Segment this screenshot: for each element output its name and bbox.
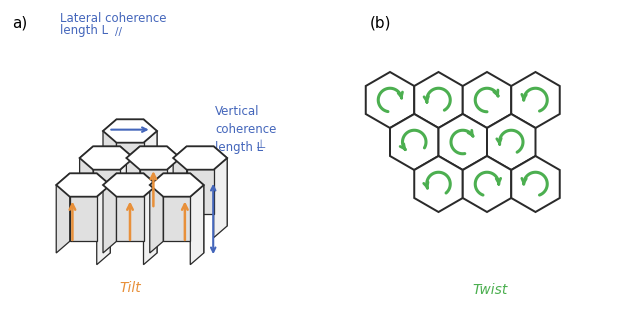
Polygon shape xyxy=(56,173,70,253)
Polygon shape xyxy=(187,146,214,214)
Text: //: // xyxy=(115,27,122,37)
Polygon shape xyxy=(126,146,181,170)
Polygon shape xyxy=(144,119,157,199)
Polygon shape xyxy=(167,158,181,238)
Polygon shape xyxy=(190,185,204,265)
Polygon shape xyxy=(103,173,157,197)
Text: Vertical
coherence
length L: Vertical coherence length L xyxy=(215,105,276,154)
Polygon shape xyxy=(414,72,462,128)
Polygon shape xyxy=(56,173,110,197)
Polygon shape xyxy=(126,146,140,226)
Polygon shape xyxy=(144,131,157,211)
Polygon shape xyxy=(511,72,560,128)
Text: Lateral coherence: Lateral coherence xyxy=(60,12,166,25)
Polygon shape xyxy=(173,146,227,170)
Polygon shape xyxy=(173,146,187,226)
Polygon shape xyxy=(140,146,167,214)
Polygon shape xyxy=(70,173,97,241)
Polygon shape xyxy=(79,146,93,226)
Polygon shape xyxy=(150,173,204,197)
Text: (b): (b) xyxy=(370,15,391,30)
Polygon shape xyxy=(144,173,157,253)
Polygon shape xyxy=(144,185,157,265)
Polygon shape xyxy=(163,173,190,241)
Polygon shape xyxy=(103,173,116,253)
Polygon shape xyxy=(414,156,462,212)
Polygon shape xyxy=(214,146,227,226)
Polygon shape xyxy=(462,72,511,128)
Polygon shape xyxy=(511,156,560,212)
Polygon shape xyxy=(93,146,120,214)
Text: length L: length L xyxy=(60,24,108,37)
Polygon shape xyxy=(116,119,144,187)
Polygon shape xyxy=(150,173,163,253)
Text: Tilt: Tilt xyxy=(119,281,141,295)
Polygon shape xyxy=(439,114,487,170)
Polygon shape xyxy=(487,114,536,170)
Polygon shape xyxy=(120,158,134,238)
Polygon shape xyxy=(116,173,144,241)
Polygon shape xyxy=(390,114,439,170)
Polygon shape xyxy=(120,146,134,226)
Polygon shape xyxy=(366,72,414,128)
Polygon shape xyxy=(103,119,116,199)
Polygon shape xyxy=(103,119,157,143)
Text: Twist: Twist xyxy=(472,283,508,297)
Text: a): a) xyxy=(12,15,28,30)
Polygon shape xyxy=(167,146,181,226)
Polygon shape xyxy=(97,173,110,253)
Polygon shape xyxy=(214,158,227,238)
Polygon shape xyxy=(190,173,204,253)
Text: ⊥: ⊥ xyxy=(256,138,266,151)
Polygon shape xyxy=(462,156,511,212)
Polygon shape xyxy=(79,146,134,170)
Polygon shape xyxy=(97,185,110,265)
